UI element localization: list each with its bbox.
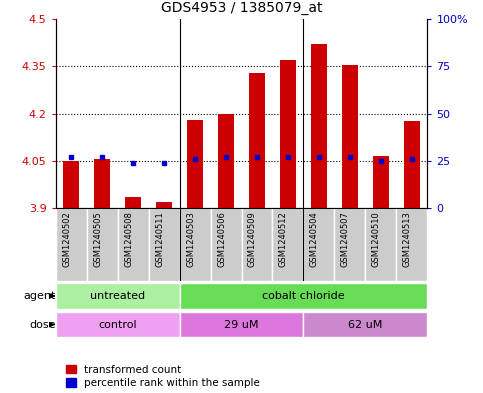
- Bar: [272, 208, 303, 281]
- Bar: [249, 73, 265, 208]
- Text: untreated: untreated: [90, 291, 145, 301]
- Text: GSM1240506: GSM1240506: [217, 211, 226, 267]
- Text: 62 uM: 62 uM: [348, 320, 383, 330]
- Bar: [404, 121, 420, 208]
- Bar: [366, 208, 397, 281]
- Bar: [56, 208, 86, 281]
- Text: GSM1240508: GSM1240508: [124, 211, 133, 267]
- Text: GSM1240513: GSM1240513: [403, 211, 412, 267]
- Bar: [86, 208, 117, 281]
- Bar: [211, 208, 242, 281]
- Text: GSM1240502: GSM1240502: [62, 211, 71, 267]
- Legend: transformed count, percentile rank within the sample: transformed count, percentile rank withi…: [66, 365, 260, 388]
- Bar: [311, 44, 327, 208]
- Bar: [303, 312, 427, 338]
- Bar: [397, 208, 427, 281]
- Bar: [149, 208, 180, 281]
- Bar: [56, 312, 180, 338]
- Bar: [180, 208, 211, 281]
- Text: GSM1240510: GSM1240510: [372, 211, 381, 267]
- Bar: [280, 60, 296, 208]
- Bar: [125, 197, 141, 208]
- Bar: [94, 159, 110, 208]
- Bar: [373, 156, 389, 208]
- Bar: [342, 65, 358, 208]
- Text: 29 uM: 29 uM: [224, 320, 259, 330]
- Bar: [187, 120, 203, 208]
- Bar: [180, 312, 303, 338]
- Text: GSM1240504: GSM1240504: [310, 211, 319, 267]
- Bar: [334, 208, 366, 281]
- Text: GSM1240503: GSM1240503: [186, 211, 195, 267]
- Text: GSM1240507: GSM1240507: [341, 211, 350, 267]
- Text: GSM1240512: GSM1240512: [279, 211, 288, 267]
- Bar: [242, 208, 272, 281]
- Text: cobalt chloride: cobalt chloride: [262, 291, 345, 301]
- Title: GDS4953 / 1385079_at: GDS4953 / 1385079_at: [161, 2, 322, 15]
- Bar: [218, 114, 234, 208]
- Text: agent: agent: [23, 291, 56, 301]
- Text: dose: dose: [29, 320, 56, 330]
- Bar: [303, 208, 334, 281]
- Bar: [56, 283, 180, 309]
- Text: control: control: [98, 320, 137, 330]
- Text: GSM1240511: GSM1240511: [155, 211, 164, 267]
- Bar: [117, 208, 149, 281]
- Bar: [63, 162, 79, 208]
- Text: GSM1240505: GSM1240505: [93, 211, 102, 267]
- Bar: [156, 202, 172, 208]
- Bar: [180, 283, 427, 309]
- Text: GSM1240509: GSM1240509: [248, 211, 257, 267]
